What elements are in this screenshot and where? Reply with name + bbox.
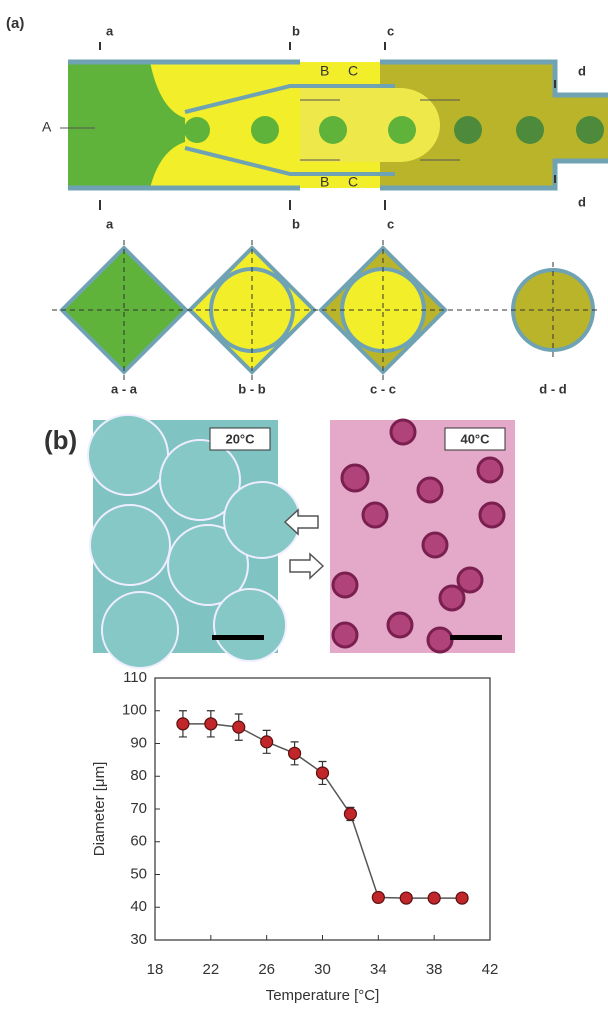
- figure: (a) a a b b c c d d A B B C C a - a b - …: [0, 0, 608, 1010]
- cross-sections: [52, 240, 600, 380]
- y-tick-label: 70: [130, 800, 147, 817]
- y-tick-label: 90: [130, 734, 147, 751]
- x-tick-label: 34: [370, 961, 387, 978]
- y-tick-label: 80: [130, 767, 147, 784]
- data-line: [183, 724, 462, 898]
- x-tick-label: 26: [258, 961, 275, 978]
- y-tick-label: 50: [130, 865, 147, 882]
- callout: B: [320, 174, 329, 190]
- section-label: d - d: [539, 381, 566, 396]
- x-tick-label: 30: [314, 961, 331, 978]
- x-tick-label: 42: [482, 961, 499, 978]
- data-point: [428, 892, 440, 904]
- data-point: [372, 891, 384, 903]
- panel-label: (b): [44, 425, 77, 455]
- data-point: [261, 736, 273, 748]
- data-point: [289, 747, 301, 759]
- y-tick-label: 110: [123, 669, 147, 686]
- section-label: b - b: [238, 381, 265, 396]
- callout: C: [348, 174, 358, 190]
- channel-diagram: [60, 42, 608, 210]
- data-point: [344, 808, 356, 820]
- callout: C: [348, 63, 358, 79]
- section-marker: b: [292, 216, 300, 231]
- temperature-tag: 40°C: [460, 431, 490, 446]
- y-tick-label: 100: [122, 702, 147, 719]
- callout: B: [320, 63, 329, 79]
- data-point: [400, 892, 412, 904]
- section-marker: c: [387, 216, 394, 231]
- micrograph-cold: [88, 415, 300, 668]
- micrograph-warm: [330, 420, 515, 653]
- data-point: [233, 721, 245, 733]
- y-tick-label: 60: [130, 833, 147, 850]
- chart: 30 40 50 60 70 80 90 100 110 18 22 26 30 34 38 42 Temper…: [91, 669, 498, 1004]
- section-marker: b: [292, 23, 300, 38]
- section-marker: d: [578, 194, 586, 209]
- section-marker: a: [106, 216, 114, 231]
- y-axis-label: Diameter [μm]: [91, 762, 108, 857]
- data-point: [177, 718, 189, 730]
- x-axis-label: Temperature [°C]: [266, 987, 380, 1004]
- y-tick-label: 40: [130, 898, 147, 915]
- x-tick-label: 38: [426, 961, 443, 978]
- panel-label: (a): [6, 15, 24, 32]
- data-point: [456, 892, 468, 904]
- page: (a) a a b b c c d d A B B C C a - a b - …: [0, 0, 608, 1010]
- section-marker: a: [106, 23, 114, 38]
- section-marker: d: [578, 63, 586, 78]
- x-tick-label: 22: [202, 961, 219, 978]
- x-tick-label: 18: [147, 961, 164, 978]
- section-marker: c: [387, 23, 394, 38]
- section-label: a - a: [111, 381, 138, 396]
- data-point: [205, 718, 217, 730]
- y-tick-label: 30: [130, 931, 147, 948]
- temperature-tag: 20°C: [225, 431, 255, 446]
- section-label: c - c: [370, 381, 396, 396]
- callout: A: [42, 119, 52, 135]
- data-point: [317, 767, 329, 779]
